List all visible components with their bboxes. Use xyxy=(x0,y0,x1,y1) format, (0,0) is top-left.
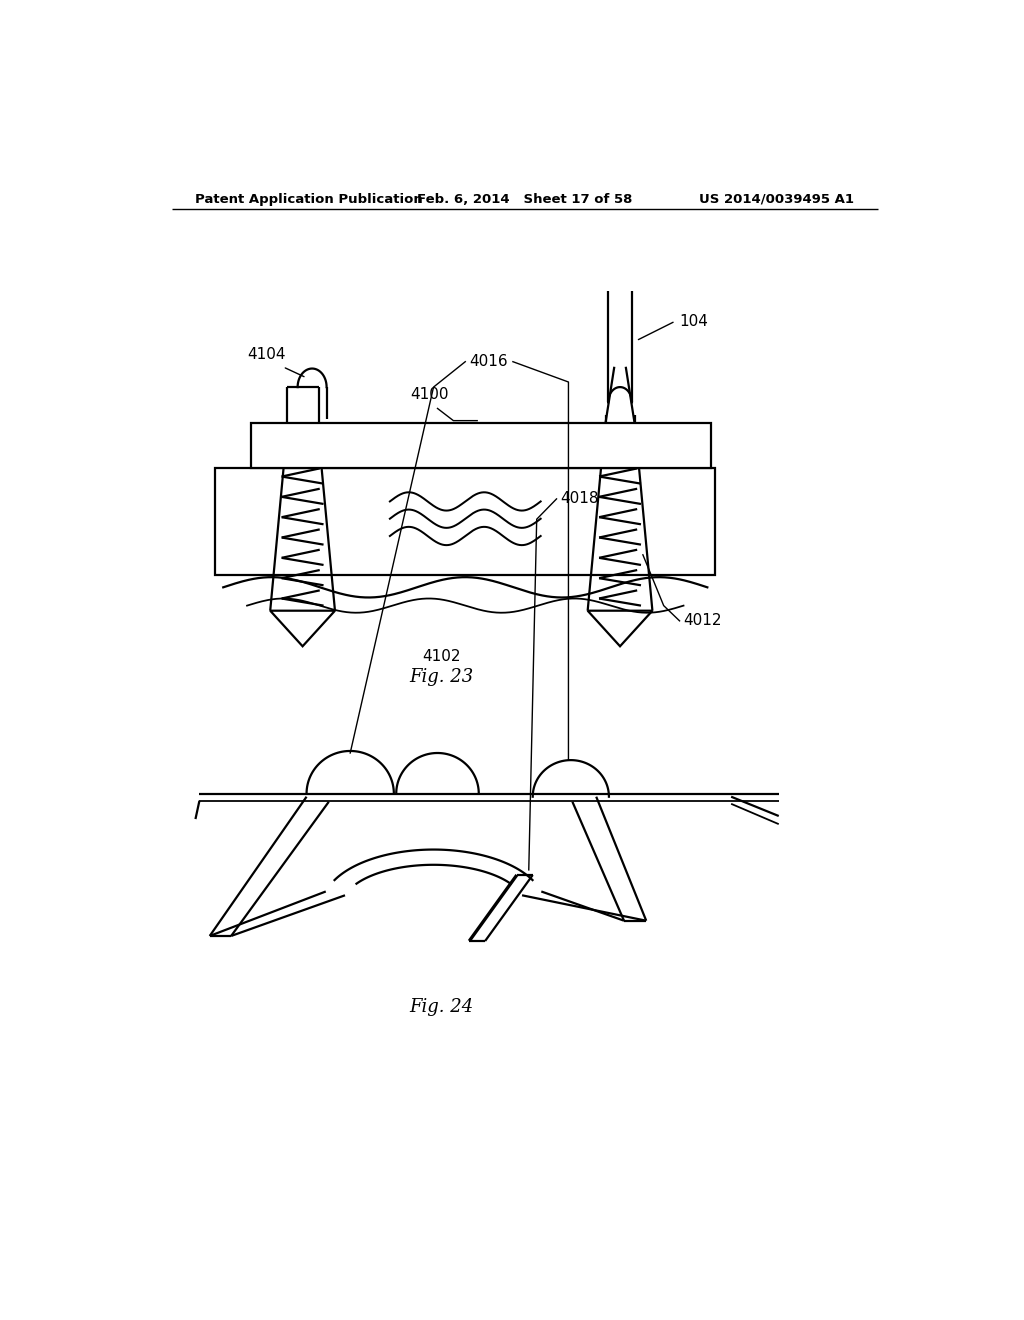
Bar xyxy=(251,422,712,469)
Polygon shape xyxy=(588,611,652,647)
Text: 4012: 4012 xyxy=(684,614,722,628)
Text: 4104: 4104 xyxy=(248,347,286,362)
Text: 4018: 4018 xyxy=(560,491,599,507)
Text: 4100: 4100 xyxy=(411,387,449,403)
Text: Fig. 23: Fig. 23 xyxy=(410,668,473,686)
Text: 4016: 4016 xyxy=(469,354,508,370)
Text: Feb. 6, 2014   Sheet 17 of 58: Feb. 6, 2014 Sheet 17 of 58 xyxy=(417,193,633,206)
Polygon shape xyxy=(270,611,335,647)
Bar xyxy=(215,469,715,576)
Text: Fig. 24: Fig. 24 xyxy=(410,998,473,1016)
Text: 104: 104 xyxy=(680,314,709,329)
Text: 4102: 4102 xyxy=(422,649,461,664)
Text: US 2014/0039495 A1: US 2014/0039495 A1 xyxy=(699,193,854,206)
Text: Patent Application Publication: Patent Application Publication xyxy=(196,193,423,206)
